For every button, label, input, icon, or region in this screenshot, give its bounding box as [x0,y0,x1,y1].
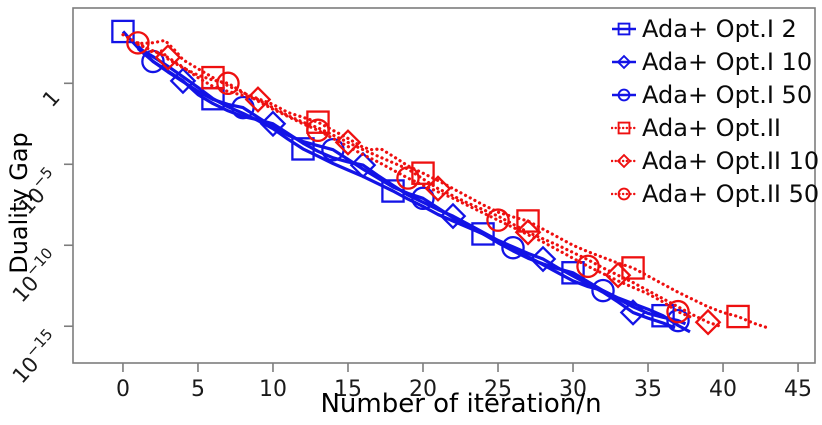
square-marker-icon [617,121,631,134]
x-tick-label: 5 [191,377,205,402]
square-marker-icon [306,110,330,134]
legend-glyph-icon [612,22,636,35]
diamond-marker-icon [694,308,722,336]
legend-glyph-icon [611,187,637,200]
y-tick-label: 10−15 [4,325,65,388]
circle-marker-icon [306,118,330,143]
legend-label: Ada+ Opt.II 50 [642,179,820,208]
legend: Ada+ Opt.I 2 Ada+ Opt.I 10 Ada+ Opt.I 50 Ad… [611,12,819,210]
legend-glyph-icon [611,121,637,134]
x-tick-label: 15 [334,377,362,402]
x-tick-label: 10 [259,377,287,402]
series-4 [136,42,722,336]
series-5 [126,31,695,324]
legend-item-2: Ada+ Opt.I 50 [611,78,819,111]
circle-marker-icon [666,299,690,324]
legend-glyph-icon [611,153,637,168]
legend-label: Ada+ Opt.II [642,113,781,142]
x-tick-label: 0 [116,377,130,402]
square-marker-icon [621,256,645,280]
square-marker-icon [726,304,750,329]
y-tick-label: 1 [38,86,65,112]
series-line [136,47,676,330]
x-tick-label: 45 [784,377,812,402]
series-line [136,44,687,326]
plot-border [72,7,816,364]
circle-marker-icon [576,254,600,279]
diamond-marker-icon [529,245,557,273]
x-tick-label: 25 [484,377,512,402]
diamond-marker-icon [616,153,632,168]
legend-item-5: Ada+ Opt.II 50 [611,177,819,210]
circle-marker-icon [126,31,150,55]
square-marker-icon [561,261,585,285]
square-marker-icon [111,19,135,44]
legend-item-3: Ada+ Opt.II [611,111,819,144]
legend-glyph-icon [612,88,636,101]
diamond-marker-icon [619,299,647,326]
x-tick-label: 35 [634,377,662,402]
circle-marker-icon [617,187,631,200]
legend-label: Ada+ Opt.II 10 [642,146,820,175]
x-tick-label: 20 [409,377,437,402]
series-line [136,41,695,320]
square-marker-icon [471,222,495,246]
legend-item-0: Ada+ Opt.I 2 [611,12,819,45]
legend-label: Ada+ Opt.I 2 [642,14,797,43]
x-axis-label: Number of iteration/n [320,389,602,419]
x-tick-label: 30 [559,377,587,402]
y-axis-label: Duality Gap [5,132,33,274]
series-0 [111,19,691,334]
circle-marker-icon [486,208,510,232]
square-marker-icon [201,65,225,90]
x-tick-label: 40 [709,377,737,402]
legend-label: Ada+ Opt.I 50 [642,80,813,109]
diamond-marker-icon [604,261,632,289]
circle-marker-icon [501,235,525,260]
circle-marker-icon [666,308,690,333]
diamond-marker-icon [616,54,632,69]
legend-glyph-icon [612,54,636,69]
legend-item-4: Ada+ Opt.II 10 [611,144,819,177]
circle-marker-icon [396,166,420,190]
square-marker-icon [617,22,631,35]
series-3 [121,33,770,330]
series-line [136,42,722,328]
legend-label: Ada+ Opt.I 10 [642,47,813,76]
square-marker-icon [411,161,435,185]
circle-marker-icon [216,71,240,96]
circle-marker-icon [411,186,435,211]
circle-marker-icon [591,278,615,303]
legend-item-1: Ada+ Opt.I 10 [611,45,819,78]
circle-marker-icon [617,88,631,101]
series-line [121,30,691,334]
